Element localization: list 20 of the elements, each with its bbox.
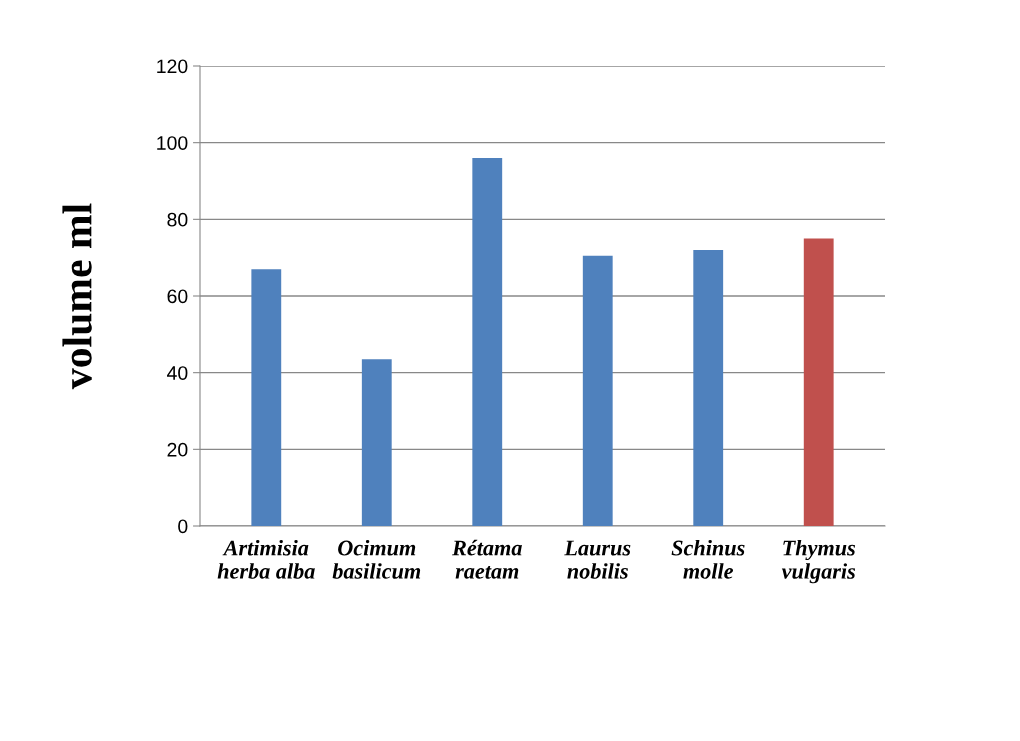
x-tick-label: Schinus molle <box>671 539 745 579</box>
x-tick-label: Laurus nobilis <box>564 540 631 579</box>
y-axis-title: volume ml <box>62 203 92 390</box>
y-tick-label: 0 <box>178 519 188 534</box>
bar <box>803 238 834 526</box>
y-tick-label: 20 <box>167 442 188 457</box>
x-tick-label: Ocimum basilicum <box>332 539 421 579</box>
x-tick-label: Artimisia herba alba <box>217 539 315 579</box>
y-tick-label: 40 <box>167 366 188 380</box>
bar <box>251 269 282 526</box>
x-tick-label: Thymus vulgaris <box>781 539 856 584</box>
bar <box>361 359 392 526</box>
bar <box>472 158 503 526</box>
y-tick-label: 60 <box>167 289 188 304</box>
y-tick-label: 100 <box>157 136 188 150</box>
x-tick-label: Rétama raetam <box>452 539 522 579</box>
y-tick-label: 120 <box>157 59 188 74</box>
bar <box>693 250 724 526</box>
bar <box>582 255 613 526</box>
y-tick-label: 80 <box>167 212 188 227</box>
